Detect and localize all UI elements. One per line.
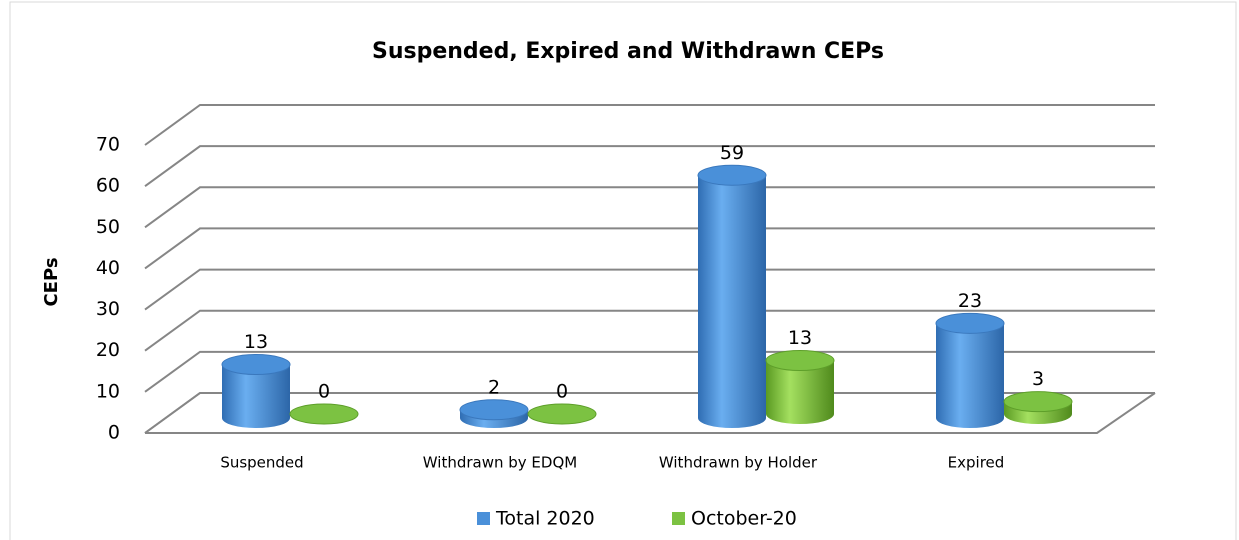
bar-top	[697, 164, 767, 186]
grid-line	[144, 145, 1155, 187]
grid-line	[144, 350, 1155, 393]
bar-top	[221, 354, 291, 376]
bar	[527, 403, 597, 425]
data-label: 0	[318, 381, 330, 403]
bar-top	[1003, 391, 1073, 413]
bar-top	[765, 350, 835, 372]
y-axis-label: CEPs	[41, 257, 62, 306]
data-label: 13	[788, 327, 812, 349]
bar	[935, 312, 1005, 428]
data-label: 23	[958, 290, 982, 312]
bar-top	[527, 403, 597, 425]
grid-line	[144, 227, 1155, 270]
bar-body	[936, 323, 1004, 428]
y-tick-label: 50	[96, 216, 120, 238]
bar	[1003, 391, 1073, 424]
bar-top	[289, 403, 359, 425]
legend-label: Total 2020	[495, 508, 595, 530]
y-tick-label: 0	[108, 422, 120, 444]
bar	[289, 403, 359, 425]
legend-swatch	[672, 512, 685, 525]
y-tick-label: 70	[96, 134, 120, 156]
data-label: 59	[720, 142, 744, 164]
data-label: 3	[1032, 368, 1044, 390]
chart-title: Suspended, Expired and Withdrawn CEPs	[372, 39, 884, 64]
x-tick-label: Withdrawn by EDQM	[423, 454, 577, 472]
bar	[697, 164, 767, 428]
bar-body	[766, 360, 834, 424]
grid-line	[144, 268, 1155, 311]
bar	[459, 399, 529, 428]
legend-swatch	[477, 512, 490, 525]
data-label: 13	[244, 331, 268, 353]
data-label: 0	[556, 381, 568, 403]
grid-line	[144, 104, 1155, 146]
bar-body	[698, 175, 766, 428]
y-tick-label: 30	[96, 298, 120, 320]
y-tick-label: 40	[96, 257, 120, 279]
bar-top	[935, 312, 1005, 334]
legend-label: October-20	[691, 508, 797, 530]
y-tick-label: 20	[96, 339, 120, 361]
x-tick-label: Withdrawn by Holder	[659, 454, 818, 472]
x-tick-label: Expired	[948, 454, 1005, 472]
chart-frame	[9, 1, 1237, 540]
x-tick-label: Suspended	[220, 454, 303, 472]
bar-top	[459, 399, 529, 421]
grid-line	[144, 392, 1155, 434]
y-tick-label: 10	[96, 380, 120, 402]
grid-line	[144, 186, 1155, 229]
bar	[765, 350, 835, 424]
grid-line	[144, 309, 1155, 352]
y-tick-label: 60	[96, 175, 120, 197]
bar	[221, 354, 291, 428]
bar-body	[222, 364, 290, 428]
data-label: 2	[488, 376, 500, 398]
